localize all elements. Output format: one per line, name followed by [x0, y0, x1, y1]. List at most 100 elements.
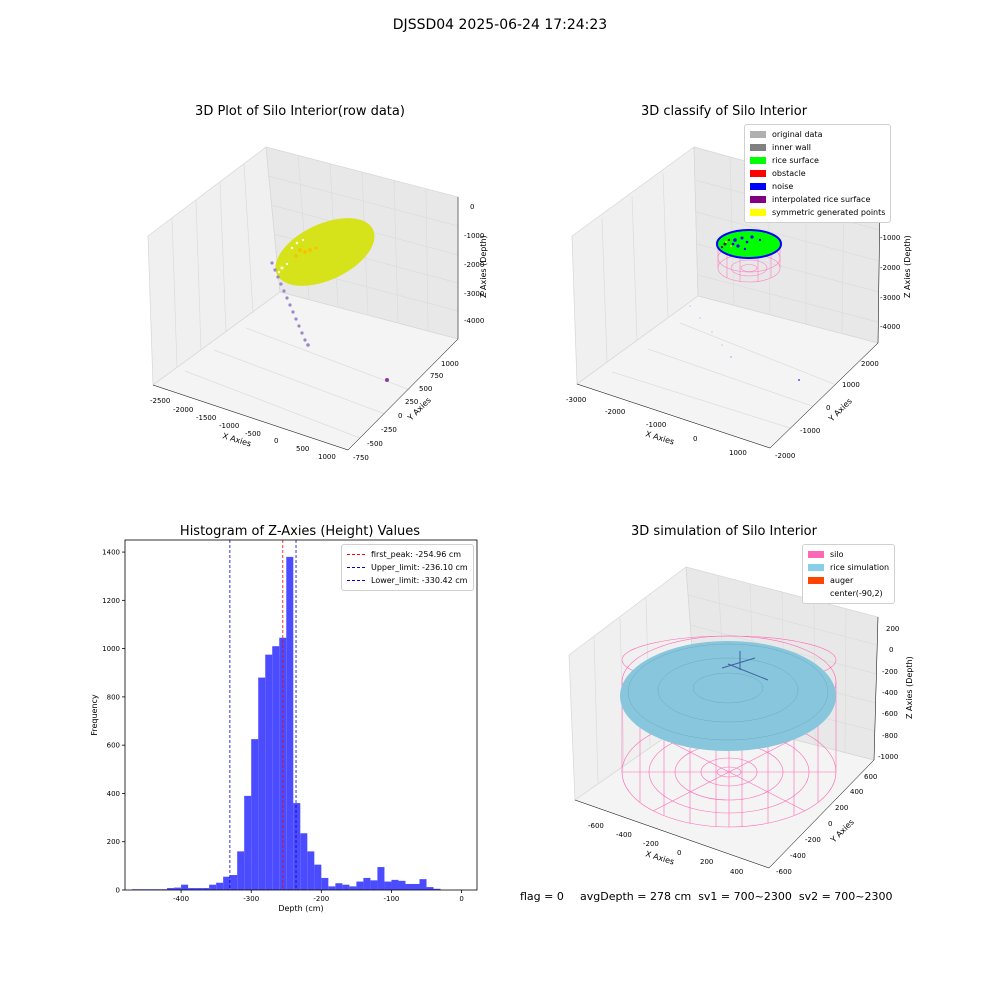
legend-item-center: center(-90,2)	[808, 587, 889, 600]
histogram-bar	[132, 889, 140, 890]
plot4-ytick: -600	[776, 868, 792, 876]
plot1-xlabel: X Axies	[221, 431, 252, 448]
legend-item-silo: silo	[808, 548, 889, 561]
histogram-xtick-label: -300	[243, 895, 259, 903]
histogram-bar	[272, 646, 280, 890]
histogram-bar	[258, 677, 266, 890]
histogram-bar	[216, 882, 224, 890]
plot2-xtick: -1000	[646, 421, 666, 429]
plot2-xtick: -3000	[566, 396, 586, 404]
plot1-ytick: -750	[353, 454, 369, 462]
plot4-ytick: -400	[790, 852, 806, 860]
plot2-ztick: -3000	[880, 294, 900, 302]
histogram-bar	[314, 864, 322, 890]
plot2-ztick: -4000	[880, 323, 900, 331]
plot2-ytick: 2000	[861, 360, 879, 368]
plot1-ztick: -2000	[464, 261, 484, 269]
histogram-ytick-label: 1200	[102, 597, 120, 605]
plot1-xtick: -1500	[196, 414, 216, 422]
histogram-ytick-label: 400	[107, 790, 120, 798]
plot1-ytick: 250	[405, 398, 418, 406]
histogram-bar	[342, 884, 350, 890]
histogram-bar	[251, 739, 259, 890]
plot2-xtick: 0	[693, 435, 697, 443]
histogram-bar	[202, 888, 210, 890]
legend-item-inner-wall: inner wall	[750, 141, 885, 154]
plot2-ytick: 0	[826, 404, 830, 412]
legend-swatch	[808, 564, 824, 571]
legend-swatch	[750, 170, 766, 177]
plot2-xlabel: X Axies	[644, 429, 675, 446]
plot4-xtick: 200	[700, 858, 713, 866]
histogram-bar	[300, 833, 308, 890]
plot2-ytick: 1000	[842, 381, 860, 389]
plot2-xtick: -2000	[605, 408, 625, 416]
histogram-bar	[223, 876, 231, 890]
histogram-bar	[230, 875, 238, 890]
histogram-bar	[356, 881, 364, 890]
legend-swatch	[750, 209, 766, 216]
plot4-ytick: 0	[828, 820, 832, 828]
histogram-bar	[167, 888, 175, 890]
histogram-bar	[426, 887, 434, 890]
histogram-bar	[405, 883, 413, 890]
histogram-xtick-label: 0	[459, 895, 463, 903]
plot1-ztick: -3000	[464, 290, 484, 298]
legend-swatch	[750, 196, 766, 203]
histogram-bar	[377, 867, 385, 890]
legend-item-upper-limit: Upper_limit: -236.10 cm	[347, 561, 468, 574]
flag-status: flag = 0	[520, 890, 564, 903]
plot1-zlabel: Z Axies (Depth)	[479, 235, 488, 298]
plot4-ylabel: Y Axies	[828, 818, 856, 846]
plot2-ylabel: Y Axies	[826, 397, 854, 425]
legend-item-noise: noise	[750, 180, 885, 193]
plot4-ztick: -400	[882, 689, 898, 697]
plot4-zlabel: Z Axies (Depth)	[905, 656, 914, 719]
histogram-bar	[181, 884, 189, 890]
legend-line	[347, 554, 365, 555]
histogram-ytick-label: 800	[107, 693, 120, 701]
plot4-ytick: 400	[850, 788, 863, 796]
legend-item-interpolated-rice-surface: interpolated rice surface	[750, 193, 885, 206]
plot1-xtick: -2000	[173, 406, 193, 414]
plot2-zlabel: Z Axies (Depth)	[903, 235, 912, 298]
legend-line	[347, 567, 365, 568]
plot1-xtick: -2500	[150, 397, 170, 405]
legend-swatch	[808, 590, 824, 597]
legend-item-original-data: original data	[750, 128, 885, 141]
histogram-bar	[412, 883, 420, 890]
depth-stats: avgDepth = 278 cm sv1 = 700~2300 sv2 = 7…	[580, 890, 893, 903]
histogram-bar	[349, 886, 357, 890]
plot1-xtick: -1000	[219, 422, 239, 430]
histogram-bar	[160, 889, 168, 890]
plot4-title: 3D simulation of Silo Interior	[631, 524, 817, 539]
histogram-ytick-label: 200	[107, 838, 120, 846]
plot2-xtick: 1000	[729, 449, 747, 457]
histogram-bar	[146, 889, 154, 890]
plot4-xtick: -400	[616, 831, 632, 839]
histogram-bar	[139, 889, 147, 890]
legend-item-lower-limit: Lower_limit: -330.42 cm	[347, 574, 468, 587]
histogram-bar	[188, 888, 196, 890]
plot4-ztick: -600	[882, 710, 898, 718]
histogram-xlabel: Depth (cm)	[278, 904, 323, 913]
legend-swatch	[808, 577, 824, 584]
legend-swatch	[750, 157, 766, 164]
plot1-ztick: -4000	[464, 317, 484, 325]
plot1-ytick: 500	[419, 385, 432, 393]
plot1-ytick: -250	[381, 426, 397, 434]
plot1-ytick: 0	[398, 412, 402, 420]
plot2-title: 3D classify of Silo Interior	[640, 104, 808, 119]
legend-item-first-peak: first_peak: -254.96 cm	[347, 548, 468, 561]
plot1-xtick: -500	[245, 430, 261, 438]
histogram-ytick-label: 1000	[102, 645, 120, 653]
histogram-bar	[237, 851, 245, 890]
histogram-bar	[286, 556, 294, 890]
plot4-ytick: 200	[835, 804, 848, 812]
histogram-ytick-label: 1400	[102, 549, 120, 557]
plot1-ylabel: Y Axies	[405, 396, 433, 424]
histogram-bar	[419, 879, 427, 890]
plot1-ztick: 0	[470, 203, 474, 211]
plot4-ztick: 200	[886, 625, 899, 633]
plot4-ytick: 600	[864, 773, 877, 781]
